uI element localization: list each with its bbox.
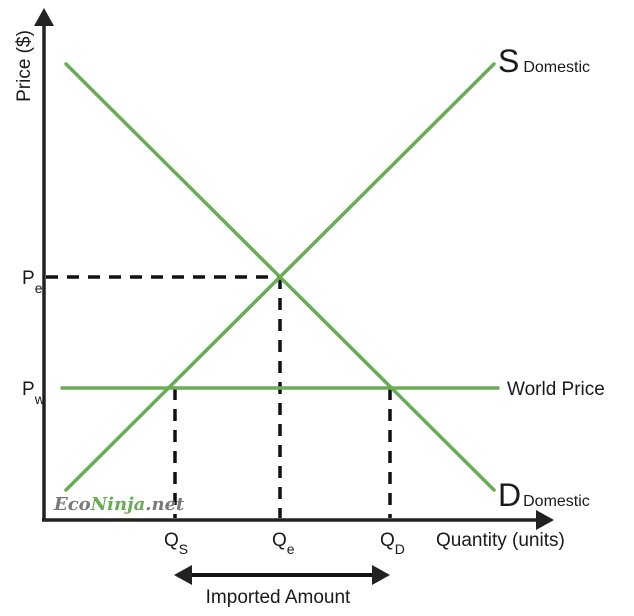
pw-subscript: w [34, 391, 46, 407]
world-price-label: World Price [507, 379, 605, 400]
pw-letter: P [22, 379, 35, 400]
pe-subscript: e [35, 280, 43, 296]
imported-arrowhead-right [372, 565, 390, 585]
demand-subscript: Domestic [523, 493, 590, 510]
qe-label: Qe [272, 530, 295, 557]
y-axis-title: Price ($) [14, 30, 35, 102]
supply-label: S Domestic [498, 43, 590, 79]
guide-lines [46, 275, 392, 518]
logo-part-net: .net [145, 494, 185, 515]
imported-arrowhead-left [174, 565, 192, 585]
x-axis-arrowhead [536, 510, 554, 530]
demand-letter: D [498, 477, 521, 513]
qd-letter: Q [380, 530, 395, 551]
qe-subscript: e [287, 541, 295, 557]
pe-label: Pe [22, 268, 43, 296]
supply-subscript: Domestic [523, 59, 590, 76]
demand-curve [64, 62, 496, 492]
supply-letter: S [498, 43, 519, 79]
x-axis-title: Quantity (units) [436, 530, 565, 551]
logo-part-eco: Eco [53, 494, 91, 515]
logo-part-ninja: Ninja [90, 494, 146, 515]
qs-label: QS [164, 530, 188, 557]
qe-letter: Q [272, 530, 287, 551]
y-axis-arrowhead [34, 8, 54, 26]
axes [34, 8, 554, 530]
pw-label: Pw [22, 379, 46, 407]
econinja-logo: EcoNinja.net [53, 494, 185, 515]
imported-amount-arrow [174, 565, 390, 585]
pe-letter: P [22, 268, 35, 289]
qd-label: QD [380, 530, 405, 557]
demand-label: D Domestic [498, 477, 590, 513]
qd-subscript: D [395, 541, 405, 557]
qs-subscript: S [179, 541, 188, 557]
imported-amount-label: Imported Amount [206, 587, 351, 608]
curves [60, 62, 500, 492]
qs-letter: Q [164, 530, 179, 551]
